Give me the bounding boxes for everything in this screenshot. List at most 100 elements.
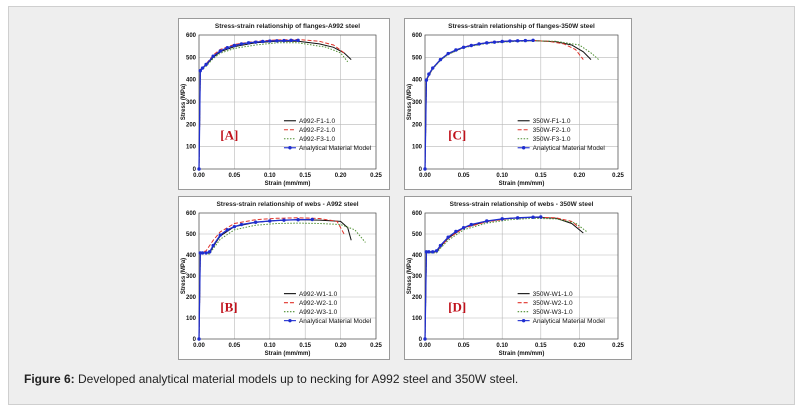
x-tick-label: 0.25 [370,173,382,179]
data-point [424,78,429,82]
x-tick-label: 0.00 [193,173,205,179]
data-point [454,229,458,234]
x-tick-label: 0.15 [299,343,311,349]
panel-label: [C] [448,128,466,143]
y-tick-label: 200 [186,122,197,128]
data-point [485,41,489,45]
legend-label: A992-W1-1.0 [299,291,338,298]
chart-title: Stress-strain relationship of flanges-A9… [215,23,360,30]
y-tick-label: 100 [412,145,423,151]
y-tick-label: 400 [412,78,423,84]
data-point [423,167,427,171]
data-point [296,218,300,222]
chart-panel-a992-webs: Stress-strain relationship of webs - A99… [178,196,390,360]
data-point [446,235,450,239]
data-point [207,250,212,254]
data-point [427,250,431,254]
data-point [485,219,489,223]
data-point [253,40,258,44]
x-tick-label: 0.05 [229,343,241,349]
data-point [523,38,528,43]
data-point [508,39,512,43]
x-axis-label: Strain (mm/mm) [265,351,311,357]
y-tick-label: 100 [186,316,197,322]
data-point [469,43,474,48]
data-point [282,218,286,222]
chart-title: Stress-strain relationship of webs - A99… [216,201,358,208]
data-point [197,167,201,171]
series-line [424,217,588,340]
data-point [200,251,205,255]
series-line [424,216,580,340]
x-tick-label: 0.15 [535,343,547,349]
panel-label: [D] [448,299,466,314]
plot-area [424,34,619,170]
legend-marker [521,318,526,323]
y-tick-label: 600 [412,211,423,217]
data-point [461,45,466,49]
y-tick-label: 400 [186,253,197,259]
y-tick-label: 500 [412,232,423,238]
data-point [198,69,202,73]
y-tick-label: 500 [186,232,197,238]
data-point [434,249,439,253]
x-tick-label: 0.15 [299,173,311,179]
figure-caption: Figure 6: Developed analytical material … [24,372,784,386]
y-tick-label: 500 [186,55,197,61]
x-tick-label: 0.20 [574,343,586,349]
series-line [198,39,299,170]
legend-label: 350W-W2-1.0 [533,300,573,307]
y-tick-label: 300 [412,100,423,106]
legend-marker [288,318,292,323]
y-tick-label: 200 [412,295,423,301]
data-point [492,40,497,44]
y-axis-label: Stress (MPa) [407,258,413,294]
y-tick-label: 600 [186,33,197,39]
data-point [239,222,244,227]
legend-label: A992-W3-1.0 [299,309,338,316]
y-axis-label: Stress (MPa) [181,84,187,120]
legend-label: 350W-F3-1.0 [533,136,571,143]
y-tick-label: 100 [186,145,197,151]
legend-label: 350W-F2-1.0 [533,127,571,134]
chart-panel-350w-webs: Stress-strain relationship of webs - 350… [404,196,632,360]
x-tick-label: 0.10 [264,343,276,349]
legend-label: A992-W2-1.0 [299,300,338,307]
x-tick-label: 0.00 [419,343,431,349]
legend-label: Analytical Material Model [533,318,606,325]
x-tick-label: 0.25 [612,343,624,349]
y-tick-label: 200 [186,295,197,301]
data-point [268,39,272,43]
y-axis-label: Stress (MPa) [181,258,187,294]
data-point [454,48,458,52]
x-tick-label: 0.25 [612,173,624,179]
x-axis-label: Strain (mm/mm) [499,351,545,357]
data-point [515,216,520,220]
data-point [200,66,205,70]
data-point [275,39,279,43]
data-point [539,215,543,219]
y-tick-label: 0 [193,337,197,343]
data-point [424,250,429,254]
data-point [232,224,237,229]
legend-label: Analytical Material Model [299,145,372,152]
x-tick-label: 0.05 [458,343,470,349]
chart-a992-webs: Stress-strain relationship of webs - A99… [181,201,382,357]
series-line [198,217,345,340]
data-point [261,39,265,44]
y-tick-label: 600 [186,211,197,217]
data-point [268,219,272,223]
data-point [515,39,520,43]
legend-label: 350W-W3-1.0 [533,309,573,316]
data-point [197,337,201,341]
x-tick-label: 0.20 [574,173,586,179]
x-tick-label: 0.25 [370,343,382,349]
y-tick-label: 300 [186,274,197,280]
data-point [431,66,435,70]
caption-label: Figure 6: [24,372,75,386]
y-tick-label: 100 [412,316,423,322]
y-tick-label: 0 [419,167,423,173]
plot-area [198,212,377,340]
data-point [500,39,504,44]
x-tick-label: 0.10 [496,343,508,349]
